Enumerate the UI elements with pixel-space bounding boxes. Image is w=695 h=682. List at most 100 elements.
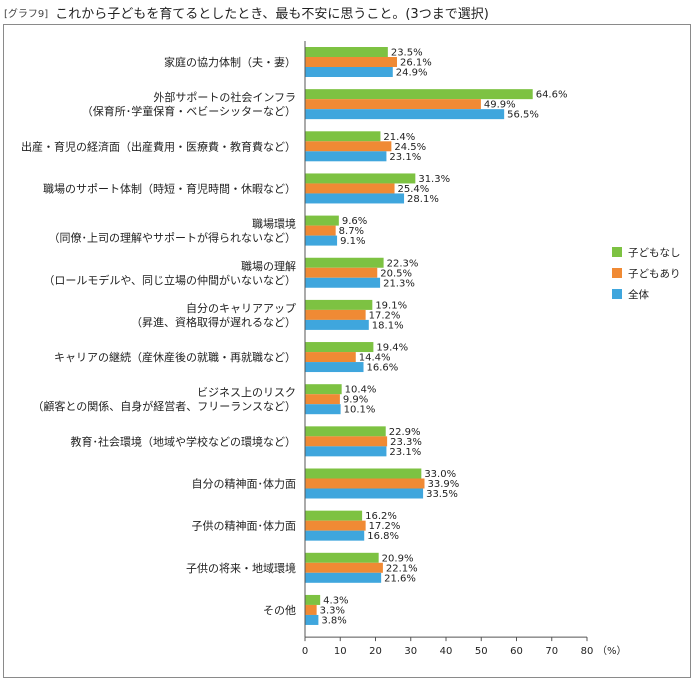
bar-3-2 [305, 109, 505, 120]
bar-3-11 [305, 488, 424, 499]
x-tick-label-3: 20 [369, 646, 382, 657]
value-label-2-9: 9.9% [343, 395, 368, 406]
value-label-2-10: 23.3% [390, 437, 422, 448]
category-label-6-2: （ロールモデルや、同じ立場の仲間がいないなど） [43, 273, 296, 287]
bar-1-9 [305, 384, 342, 395]
category-label-3: 出産・育児の経済面（出産費用・医療費・教育費など） [21, 139, 296, 153]
category-label-6-1: 職場の理解 [241, 259, 296, 273]
bar-2-5 [305, 225, 336, 236]
value-label-1-1: 23.5% [391, 48, 423, 59]
category-label-9-1: ビジネス上のリスク [197, 386, 296, 399]
category-label-5-2: （同僚･上司の理解やサポートが得られないなど） [49, 231, 297, 245]
bar-1-8 [305, 342, 374, 353]
value-label-2-1: 26.1% [400, 58, 432, 69]
bar-2-9 [305, 394, 340, 405]
value-label-1-5: 9.6% [342, 216, 367, 227]
value-label-1-8: 19.4% [376, 343, 408, 354]
value-label-2-14: 3.3% [320, 605, 345, 616]
value-label-1-2: 64.6% [536, 90, 568, 101]
category-label-1: 家庭の協力体制（夫・妻） [164, 55, 296, 69]
bar-2-8 [305, 352, 356, 363]
bar-1-2 [305, 89, 533, 100]
category-label-2-2: （保育所･学童保育・ベビーシッターなど） [82, 104, 296, 118]
bar-3-12 [305, 530, 365, 541]
value-label-1-12: 16.2% [365, 511, 397, 522]
bar-2-4 [305, 183, 395, 194]
bar-2-11 [305, 478, 425, 489]
category-label-8: キャリアの継続（産休産後の就職・再就職など） [54, 350, 296, 364]
bar-1-5 [305, 215, 339, 226]
value-label-3-5: 9.1% [340, 236, 365, 247]
value-label-1-3: 21.4% [383, 132, 415, 143]
x-unit-label: （%） [597, 645, 627, 657]
value-label-2-5: 8.7% [339, 226, 364, 237]
legend-swatch-3 [612, 289, 622, 299]
value-label-3-6: 21.3% [383, 278, 415, 289]
bar-3-13 [305, 572, 382, 583]
value-label-1-7: 19.1% [375, 300, 407, 311]
bar-1-7 [305, 299, 373, 310]
bar-1-6 [305, 257, 384, 268]
x-tick-label-7: 60 [510, 646, 523, 657]
value-label-1-6: 22.3% [387, 258, 419, 269]
category-label-13: 子供の将来・地域環境 [186, 561, 296, 575]
bar-3-6 [305, 277, 381, 288]
value-label-3-12: 16.8% [367, 531, 399, 542]
value-label-3-8: 16.6% [367, 363, 399, 374]
value-label-1-13: 20.9% [382, 553, 414, 564]
category-label-9-2: （顧客との関係、自身が経営者、フリーランスなど） [32, 399, 296, 413]
value-label-3-11: 33.5% [426, 489, 458, 500]
x-tick-label-1: 0 [302, 646, 308, 657]
value-label-2-8: 14.4% [359, 353, 391, 364]
chart-header: [グラフ9] これから子どもを育てるとしたとき、最も不安に思うこと。(3つまで選… [4, 2, 489, 22]
category-label-2-1: 外部サポートの社会インフラ [153, 90, 296, 104]
bar-1-1 [305, 47, 388, 57]
bar-3-9 [305, 404, 341, 415]
value-label-3-10: 23.1% [389, 447, 421, 458]
legend-swatch-1 [612, 247, 622, 257]
value-label-2-13: 22.1% [386, 563, 418, 574]
legend-swatch-2 [612, 268, 622, 278]
legend-label-2: 子どもあり [628, 268, 681, 280]
value-label-1-14: 4.3% [323, 595, 348, 606]
category-label-4: 職場のサポート体制（時短・育児時間・休暇など） [43, 181, 296, 195]
bar-1-11 [305, 468, 422, 479]
value-label-3-13: 21.6% [384, 573, 416, 584]
value-label-2-12: 17.2% [369, 521, 401, 532]
value-label-2-4: 25.4% [398, 184, 430, 195]
bar-2-2 [305, 99, 481, 110]
value-label-2-3: 24.5% [394, 142, 426, 153]
bar-1-10 [305, 426, 386, 437]
bar-3-10 [305, 446, 387, 457]
category-label-11: 自分の精神面･体力面 [192, 477, 297, 491]
category-label-12: 子供の精神面･体力面 [192, 519, 297, 533]
bar-2-6 [305, 267, 378, 278]
category-label-7-2: （昇進、資格取得が遅れるなど） [131, 315, 296, 329]
bar-1-3 [305, 131, 381, 142]
chart-panel [3, 24, 691, 678]
value-label-1-9: 10.4% [345, 385, 377, 396]
value-label-3-1: 24.9% [396, 68, 428, 79]
bar-2-7 [305, 309, 366, 320]
category-label-10: 教育･社会環境（地域や学校などの環境など） [71, 434, 297, 448]
bar-2-10 [305, 436, 388, 447]
value-label-1-4: 31.3% [418, 174, 450, 185]
legend-label-3: 全体 [628, 288, 649, 301]
value-label-1-11: 33.0% [424, 469, 456, 480]
bar-2-1 [305, 57, 398, 67]
category-label-7-1: 自分のキャリアアップ [186, 302, 296, 315]
bar-3-3 [305, 151, 387, 162]
bar-1-14 [305, 594, 321, 605]
value-label-1-10: 22.9% [389, 427, 421, 438]
x-tick-label-4: 30 [404, 646, 417, 657]
legend-label-1: 子どもなし [628, 247, 681, 259]
category-label-14: その他 [263, 604, 296, 617]
bar-1-4 [305, 173, 416, 184]
bar-3-1 [305, 67, 393, 77]
bar-2-14 [305, 604, 317, 615]
value-label-2-7: 17.2% [369, 310, 401, 321]
value-label-3-4: 28.1% [407, 194, 439, 205]
value-label-3-14: 3.8% [321, 615, 346, 626]
value-label-3-7: 18.1% [372, 320, 404, 331]
